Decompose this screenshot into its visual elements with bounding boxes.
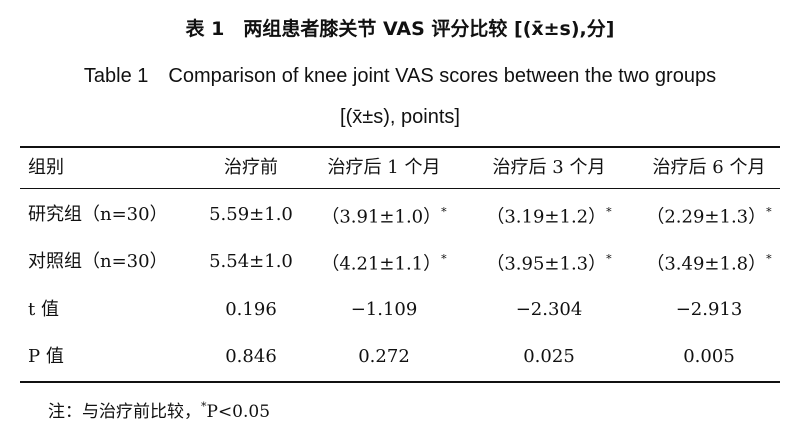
table-cell: 对照组（n=30） (28, 250, 168, 274)
cell-text: （3.49±1.8） (646, 253, 767, 275)
table-cell: （3.91±1.0）* (321, 201, 446, 230)
cell-text: 研究组（n=30） (28, 204, 168, 225)
cell-text: −2.913 (675, 299, 743, 320)
cell-text: −1.109 (350, 299, 418, 320)
table-cell: 0.005 (683, 345, 735, 369)
cell-text: （3.19±1.2） (486, 206, 607, 228)
note: 注：与治疗前比较，*P<0.05 (48, 397, 270, 422)
table-cell: −2.913 (676, 298, 743, 322)
note-prefix: 注：与治疗前比较， (48, 402, 201, 422)
cell-sup: * (441, 205, 447, 219)
table-cell: 5.59±1.0 (209, 203, 293, 227)
bottom-rule (20, 381, 780, 383)
table-cell: 5.54±1.0 (209, 250, 293, 274)
cell-text: 0.196 (225, 299, 277, 320)
cell-sup: * (606, 252, 612, 266)
cell-text: 对照组（n=30） (28, 251, 168, 272)
note-rest: P<0.05 (206, 402, 271, 422)
cell-text: t 值 (28, 299, 59, 320)
table-cell: 0.846 (225, 345, 277, 369)
table-cell: 0.196 (225, 298, 277, 322)
table-cell: −1.109 (351, 298, 418, 322)
table-cell: （3.95±1.3）* (486, 248, 611, 277)
cell-text: −2.304 (515, 299, 583, 320)
cell-text: （4.21±1.1） (321, 253, 442, 275)
cell-text: （3.95±1.3） (486, 253, 607, 275)
cell-text: 5.59±1.0 (209, 204, 293, 225)
header-rule (20, 188, 780, 189)
title-cn: 表 1 两组患者膝关节 VAS 评分比较 [(x̄±s),分] (185, 18, 615, 40)
cell-text: 5.54±1.0 (209, 251, 293, 272)
note-sup: * (201, 400, 207, 413)
cell-sup: * (766, 252, 772, 266)
table-cell: t 值 (28, 298, 59, 322)
cell-text: （3.91±1.0） (321, 206, 442, 228)
header-cell: 治疗后 3 个月 (492, 157, 606, 178)
table-cell: （2.29±1.3）* (646, 201, 771, 230)
table-cell: （3.19±1.2）* (486, 201, 611, 230)
cell-text: （2.29±1.3） (646, 206, 767, 228)
table-cell: （4.21±1.1）* (321, 248, 446, 277)
cell-text: 0.846 (225, 346, 277, 367)
header-cell: 组别 (28, 157, 64, 178)
table-cell: −2.304 (516, 298, 583, 322)
table-cell: P 值 (28, 345, 64, 369)
table-cell: 0.025 (523, 345, 575, 369)
cell-sup: * (766, 205, 772, 219)
table-cell: （3.49±1.8）* (646, 248, 771, 277)
table-cell: 研究组（n=30） (28, 203, 168, 227)
header-cell: 治疗后 1 个月 (327, 157, 441, 178)
cell-text: 0.005 (683, 346, 735, 367)
cell-text: 0.272 (358, 346, 410, 367)
cell-text: 0.025 (523, 346, 575, 367)
header-cell: 治疗前 (224, 157, 278, 178)
top-rule (20, 146, 780, 148)
cell-text: P 值 (28, 346, 64, 367)
table-cell: 0.272 (358, 345, 410, 369)
title-en: Table 1 Comparison of knee joint VAS sco… (83, 65, 717, 128)
header-cell: 治疗后 6 个月 (652, 157, 766, 178)
cell-sup: * (606, 205, 612, 219)
cell-sup: * (441, 252, 447, 266)
